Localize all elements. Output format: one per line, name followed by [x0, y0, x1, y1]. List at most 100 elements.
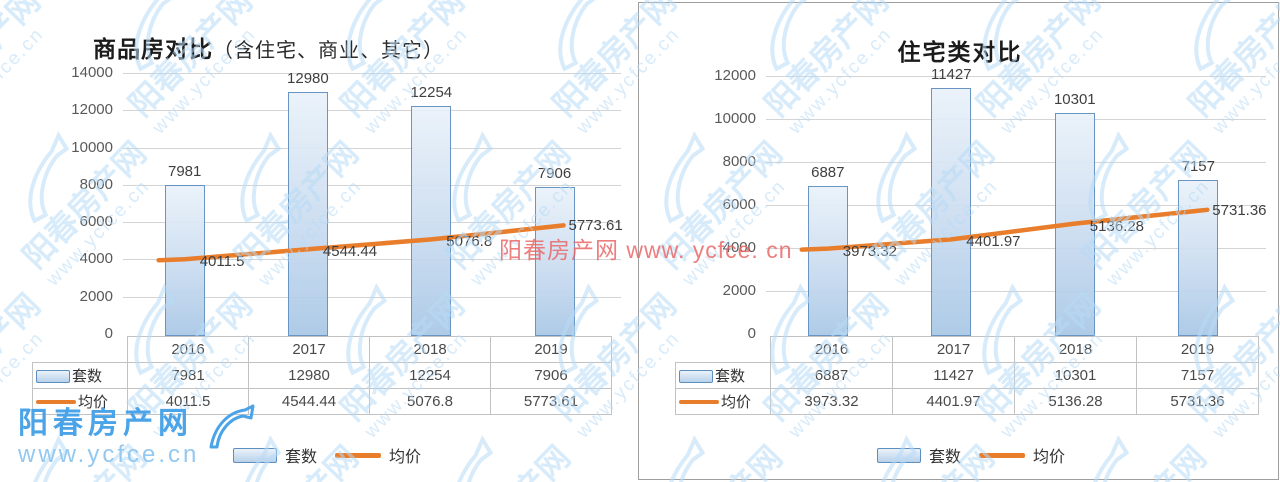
- table-cell: 7981: [127, 362, 249, 389]
- line-value-label: 4544.44: [322, 243, 378, 261]
- table-row: 均价 3973.32 4401.97 5136.28 5731.36: [675, 388, 1259, 415]
- roof-logo-icon: [209, 404, 255, 449]
- gridline: [123, 110, 621, 112]
- left-legend: 套数 均价: [233, 443, 421, 467]
- series-label-text: 套数: [715, 368, 746, 385]
- legend-bar-swatch: [877, 447, 921, 463]
- table-cell: 5773.61: [490, 388, 612, 415]
- bar: [164, 185, 205, 336]
- table-row: 均价 4011.5 4544.44 5076.8 5773.61: [32, 388, 612, 415]
- table-cell: 5076.8: [369, 388, 491, 415]
- left-chart-title-suffix: （含住宅、商业、其它）: [213, 39, 444, 62]
- bar-value-label: 12980: [287, 70, 329, 87]
- series-label-text: 均价: [78, 394, 109, 411]
- series-label-text: 均价: [721, 394, 752, 411]
- line-series-swatch: [36, 400, 76, 404]
- gridline: [123, 222, 621, 224]
- table-cell: 4544.44: [248, 388, 370, 415]
- table-row: 套数 7981 12980 12254 7906: [32, 362, 612, 389]
- series-label-cell: 套数: [32, 362, 128, 389]
- legend-bar-label: 套数: [285, 449, 318, 466]
- bar-value-label: 7906: [537, 164, 572, 182]
- svg-text:阳春房产网: 阳春房产网: [228, 135, 365, 275]
- gridline: [123, 184, 621, 186]
- table-cell: 6887: [770, 362, 893, 389]
- y-tick-label: 14000: [71, 64, 113, 81]
- table-year-row: 2016 2017 2018 2019: [676, 336, 1259, 363]
- table-cell: 4401.97: [892, 388, 1015, 415]
- y-tick-label: 2000: [79, 287, 113, 305]
- line-series-swatch: [679, 400, 719, 404]
- svg-text:www.ycfce.cn: www.ycfce.cn: [0, 24, 48, 139]
- series-label-cell: 均价: [675, 388, 771, 415]
- line-value-label: 5076.8: [446, 233, 493, 251]
- table-row: 套数 6887 11427 10301 7157: [675, 362, 1259, 389]
- year-header-cell: 2019: [490, 336, 612, 363]
- svg-text:阳春房产网: 阳春房产网: [0, 0, 47, 123]
- legend-line-label: 均价: [389, 449, 422, 466]
- gridline: [123, 73, 621, 74]
- table-cell: 12254: [369, 362, 491, 389]
- svg-text:阳春房产网: 阳春房产网: [440, 439, 577, 482]
- site-logo-brand: 阳春房产网: [18, 407, 193, 440]
- legend-line-label: 均价: [1033, 449, 1066, 466]
- svg-text:www.ycfce.cn: www.ycfce.cn: [42, 176, 154, 291]
- y-tick-label: 10000: [71, 138, 113, 156]
- table-cell: 12980: [248, 362, 370, 389]
- series-label-cell: 套数: [675, 362, 771, 389]
- bar: [411, 105, 452, 336]
- right-panel-border: [638, 2, 1279, 480]
- year-header-cell: 2017: [248, 336, 370, 363]
- table-cell: 5731.36: [1136, 388, 1259, 415]
- site-logo-url: www.ycfce.cn: [18, 441, 200, 468]
- legend-line-swatch: [335, 452, 382, 458]
- y-tick-label: 12000: [71, 101, 113, 119]
- year-header-cell: 2018: [369, 336, 491, 363]
- bar-series-swatch: [679, 370, 713, 383]
- right-chart-title: 住宅类对比: [897, 39, 1023, 66]
- left-data-table: 2016 2017 2018 2019 套数 7981 12980 12254 7906 均价 40…: [32, 336, 612, 415]
- table-cell: 7157: [1136, 362, 1259, 389]
- bar-series-swatch: [36, 370, 70, 383]
- year-header-cell: 2019: [1136, 336, 1259, 363]
- year-header-cell: 2018: [1014, 336, 1137, 363]
- y-tick-label: 4000: [79, 250, 113, 268]
- year-header-cell: 2016: [770, 336, 893, 363]
- table-cell: 10301: [1014, 362, 1137, 389]
- table-cell: 5136.28: [1014, 388, 1137, 415]
- table-cell: 11427: [892, 362, 1015, 389]
- left-chart-title-main: 商品房对比: [93, 35, 213, 62]
- red-watermark-text: 阳春房产网 www. ycfce. cn: [499, 237, 793, 263]
- bar: [287, 92, 328, 336]
- year-header-cell: 2016: [127, 336, 249, 363]
- table-cell: 4011.5: [127, 388, 249, 415]
- line-value-label: 4011.5: [199, 253, 245, 271]
- table-cell: 3973.32: [770, 388, 893, 415]
- gridline: [123, 147, 621, 149]
- table-corner-cell: [676, 337, 771, 363]
- year-header-cell: 2017: [892, 336, 1015, 363]
- table-cell: 7906: [490, 362, 612, 389]
- series-label-text: 套数: [72, 368, 103, 385]
- legend-bar-label: 套数: [929, 449, 962, 466]
- y-tick-label: 6000: [79, 213, 113, 231]
- y-tick-label: 8000: [79, 175, 113, 193]
- bar-value-label: 7981: [168, 163, 202, 181]
- series-label-cell: 均价: [32, 388, 128, 415]
- right-legend: 套数 均价: [877, 443, 1065, 467]
- bar-value-label: 12254: [410, 83, 453, 101]
- legend-line-swatch: [979, 452, 1026, 458]
- svg-text:阳春房产网: 阳春房产网: [16, 135, 153, 275]
- right-data-table: 2016 2017 2018 2019 套数 6887 11427 10301 7157 均价 39…: [675, 336, 1259, 415]
- table-year-row: 2016 2017 2018 2019: [33, 336, 612, 363]
- left-chart-title: 商品房对比（含住宅、商业、其它）: [93, 30, 444, 64]
- svg-text:www.ycfce.cn: www.ycfce.cn: [254, 176, 366, 291]
- gridline: [123, 296, 621, 298]
